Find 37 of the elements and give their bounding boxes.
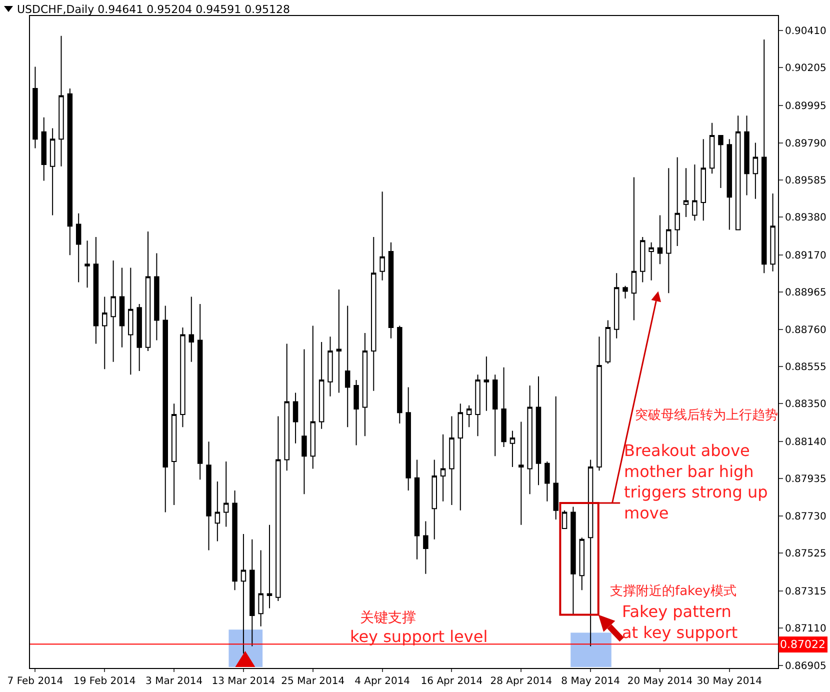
x-tick-label: 8 May 2014 <box>561 676 620 687</box>
y-tick-label: 0.87935 <box>785 474 826 486</box>
x-tick-label: 25 Mar 2014 <box>281 676 345 687</box>
y-tick-label: 0.88350 <box>785 399 826 410</box>
y-tick-label: 0.87730 <box>785 511 826 522</box>
x-tick-label: 28 Apr 2014 <box>490 676 552 687</box>
annotation: Breakout above mother bar high triggers strong up move <box>624 441 768 522</box>
annotation: 支撑附近的fakey模式 <box>610 584 736 599</box>
annotation: 突破母线后转为上行趋势 <box>635 408 778 423</box>
y-tick-label: 0.89170 <box>785 250 826 262</box>
y-tick-label: 0.89995 <box>785 101 826 112</box>
x-tick-label: 4 Apr 2014 <box>354 676 410 687</box>
y-tick-label: 0.89790 <box>785 138 826 150</box>
y-tick-label: 0.89585 <box>785 175 826 186</box>
y-tick-label: 0.88140 <box>785 437 826 448</box>
y-tick-label: 0.90205 <box>785 63 826 74</box>
x-tick-label: 19 Feb 2014 <box>74 676 136 687</box>
x-tick-label: 3 Mar 2014 <box>146 676 203 687</box>
y-tick-label: 0.87315 <box>785 586 826 598</box>
y-tick-label: 0.87110 <box>785 624 826 635</box>
y-tick-label: 0.86905 <box>785 660 826 672</box>
y-tick-label: 0.89380 <box>785 212 826 224</box>
x-tick-label: 16 Apr 2014 <box>420 676 483 687</box>
ref-line-label: 0.87022 <box>780 638 826 651</box>
y-tick-label: 0.88965 <box>785 288 826 299</box>
x-tick-label: 7 Feb 2014 <box>7 676 64 687</box>
y-tick-label: 0.87525 <box>785 548 826 560</box>
x-tick-label: 20 May 2014 <box>627 676 693 687</box>
y-tick-label: 0.88760 <box>785 324 826 336</box>
annotation: Fakey pattern at key support <box>622 602 738 642</box>
annotation: key support level <box>350 627 488 646</box>
y-tick-label: 0.88555 <box>785 362 826 373</box>
x-tick-label: 30 May 2014 <box>696 676 762 687</box>
x-tick-label: 13 Mar 2014 <box>212 676 276 687</box>
y-tick-label: 0.90410 <box>785 26 826 37</box>
chart-title: USDCHF,Daily 0.94641 0.95204 0.94591 0.95128 <box>17 2 290 16</box>
annotation: 关键支撑 <box>360 610 416 626</box>
